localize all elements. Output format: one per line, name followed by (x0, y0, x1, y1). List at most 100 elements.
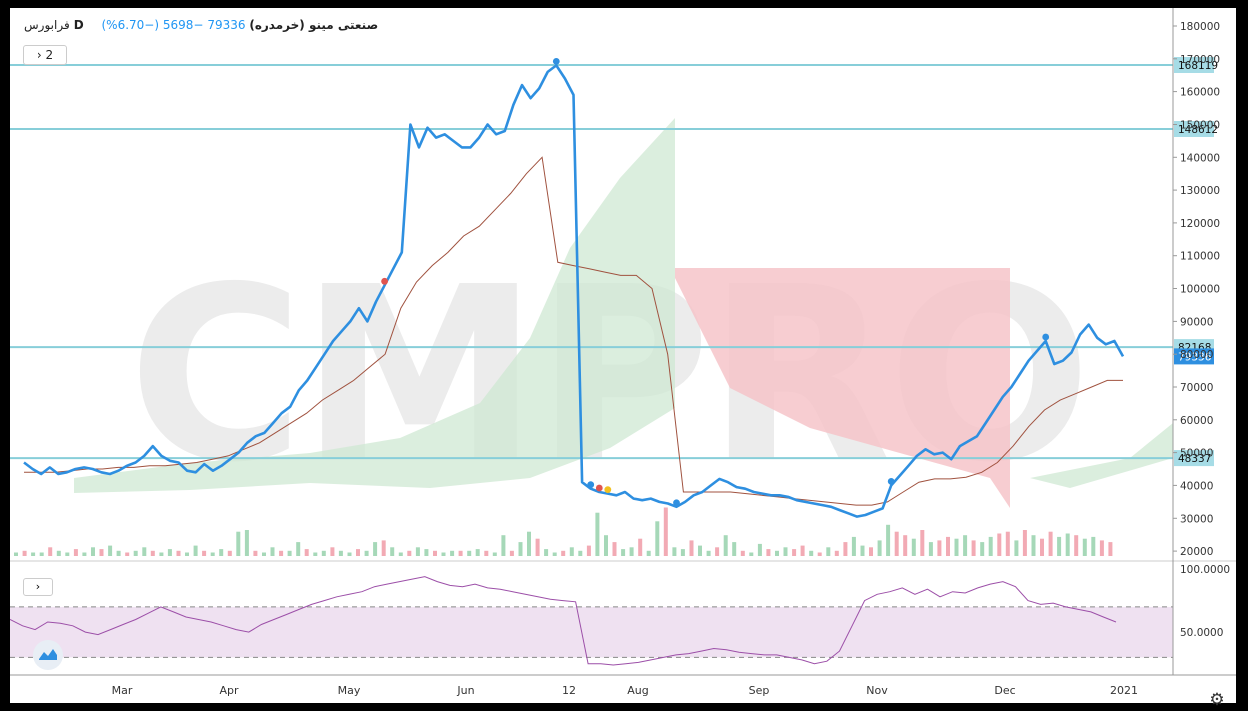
price-axis-label: 50000 (1180, 448, 1213, 460)
volume-bar (817, 552, 822, 556)
volume-bar (749, 552, 754, 556)
collapse-indicators-button[interactable]: › 2 (23, 45, 67, 65)
rsi-band (10, 606, 1173, 658)
volume-bar (415, 547, 420, 556)
chevron-right-icon: › (35, 580, 41, 593)
volume-bar (82, 552, 87, 556)
signal-marker-dot (552, 58, 560, 65)
volume-bar (1040, 538, 1044, 556)
price-axis-label: 100000 (1180, 284, 1220, 296)
volume-bar (475, 549, 480, 556)
time-axis-label: Nov (866, 684, 888, 697)
moving-average-line (24, 156, 1123, 506)
volume-bar (621, 549, 626, 556)
signal-marker-dot (673, 499, 680, 507)
price-axis-label: 40000 (1180, 480, 1213, 492)
price-axis[interactable]: 180000 170000 160000 150000 140000 130000 1200… (1172, 8, 1230, 675)
volume-bar (1082, 538, 1087, 556)
volume-bar (56, 550, 61, 556)
volume-bar (706, 550, 711, 556)
volume-bar (296, 542, 301, 556)
legend-interval-exchange: فرابورس D (24, 18, 84, 32)
volume-bar (1108, 542, 1113, 556)
volume-bars (14, 507, 1113, 556)
volume-bar (663, 507, 668, 556)
level-label-bg (1174, 57, 1214, 73)
level-label: 48337 (1178, 453, 1211, 465)
volume-bar (509, 550, 514, 556)
volume-bar (544, 549, 549, 556)
cloud-green-area (74, 118, 675, 493)
volume-bar (672, 547, 677, 556)
volume-bar (612, 542, 617, 556)
legend-symbol[interactable]: صنعتی مینو (خرمدره) (249, 18, 379, 32)
tradingview-logo-icon[interactable] (33, 640, 63, 670)
volume-bar (125, 552, 130, 556)
volume-bar (279, 550, 284, 556)
volume-bar (988, 536, 993, 556)
signal-marker-dot (587, 481, 595, 489)
volume-bar (73, 549, 78, 556)
volume-bar (894, 531, 899, 556)
volume-bar (1099, 540, 1104, 556)
price-axis-label: 180000 (1180, 21, 1220, 33)
volume-bar (843, 542, 848, 556)
price-axis-label: 140000 (1180, 152, 1220, 164)
price-axis-label: 20000 (1180, 546, 1213, 558)
ichimoku-cloud (74, 118, 1173, 508)
price-lines (23, 64, 1125, 518)
volume-bar (159, 552, 164, 556)
volume-bar (1057, 536, 1062, 556)
volume-bar (347, 552, 352, 556)
signal-marker-dot (381, 277, 388, 285)
time-axis-label: 2021 (1110, 684, 1138, 697)
volume-bar (586, 545, 591, 556)
time-axis-label: Dec (994, 684, 1015, 697)
volume-bar (133, 550, 138, 556)
price-axis-label: 60000 (1180, 415, 1213, 427)
time-axis-label: Sep (749, 684, 770, 697)
volume-bar (14, 552, 18, 556)
volume-bar (484, 550, 489, 556)
volume-bar (202, 550, 207, 556)
last-price-tag-bg (1174, 348, 1214, 365)
volume-bar (552, 552, 557, 556)
price-axis-label: 30000 (1180, 513, 1213, 525)
last-price-tag: 79336 (1178, 351, 1212, 363)
volume-bar (527, 531, 531, 556)
volume-bar (561, 550, 566, 556)
volume-bar (723, 535, 728, 556)
volume-bar (775, 550, 779, 556)
volume-bar (826, 547, 831, 556)
signal-marker-dot (604, 486, 612, 493)
volume-bar (91, 547, 95, 556)
volume-bar (732, 542, 737, 556)
volume-bar (193, 545, 198, 556)
volume-bar (433, 550, 437, 556)
time-axis[interactable]: Mar Apr May Jun 12 Aug Sep Nov Dec 2021 (10, 674, 1236, 697)
price-axis-label: 80000 (1180, 349, 1213, 361)
volume-bar (373, 542, 378, 556)
volume-bar (877, 540, 882, 556)
volume-bar (227, 550, 232, 556)
volume-bar (886, 524, 891, 556)
volume-bar (783, 547, 788, 556)
volume-bar (210, 552, 215, 556)
volume-bar (458, 550, 463, 556)
volume-bar (595, 512, 600, 556)
price-axis-label: 120000 (1180, 218, 1220, 230)
collapse-rsi-button[interactable]: › (23, 578, 53, 596)
volume-bar (1065, 533, 1070, 556)
volume-bar (963, 535, 968, 556)
volume-bar (1031, 535, 1036, 556)
volume-bar (176, 550, 181, 556)
volume-bar (655, 521, 660, 556)
settings-gear-icon[interactable]: ⚙ (1209, 690, 1225, 710)
volume-bar (937, 540, 942, 556)
volume-bar (287, 550, 292, 556)
volume-bar (304, 549, 309, 556)
volume-bar (766, 549, 771, 556)
